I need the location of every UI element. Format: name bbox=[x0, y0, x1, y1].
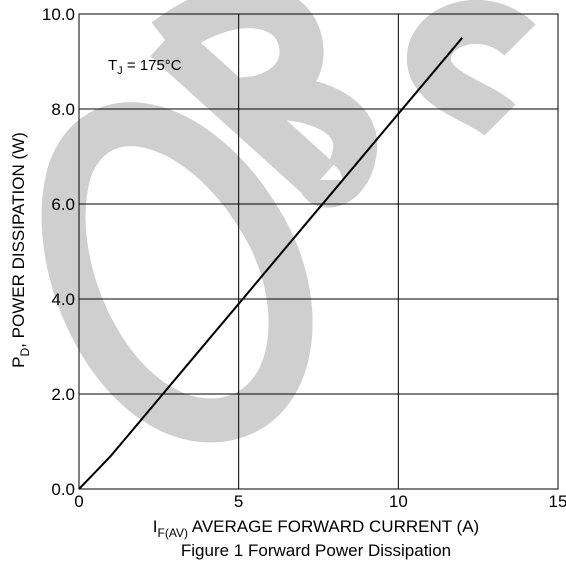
y-axis-label-main: P bbox=[9, 356, 28, 367]
x-axis-label-rest: AVERAGE FORWARD CURRENT (A) bbox=[188, 517, 479, 536]
x-tick-label-1: 5 bbox=[234, 492, 243, 511]
series-line-0 bbox=[78, 37, 463, 490]
plot-frame bbox=[78, 13, 559, 490]
y-tick-labels: 0.0 2.0 4.0 6.0 8.0 10.0 bbox=[42, 5, 75, 499]
y-tick-label-1: 2.0 bbox=[51, 385, 75, 404]
watermark-letter-o bbox=[41, 102, 313, 443]
y-tick-label-3: 6.0 bbox=[51, 195, 75, 214]
y-axis-label-rest: , POWER DISSIPATION (W) bbox=[9, 132, 28, 348]
x-tick-label-3: 15 bbox=[549, 492, 566, 511]
y-tick-label-2: 4.0 bbox=[51, 290, 75, 309]
y-tick-label-0: 0.0 bbox=[51, 480, 75, 499]
x-axis-label: IF(AV) AVERAGE FORWARD CURRENT (A) bbox=[153, 517, 479, 540]
annotation-sub: J bbox=[117, 65, 123, 77]
obsolete-watermark bbox=[41, 0, 536, 443]
y-axis-label-sub: D bbox=[18, 347, 32, 356]
x-axis-label-main: I bbox=[153, 517, 158, 536]
x-tick-label-0: 0 bbox=[74, 492, 83, 511]
annotation-main: T bbox=[108, 57, 117, 74]
figure-caption: Figure 1 Forward Power Dissipation bbox=[181, 541, 451, 560]
y-tick-label-5: 10.0 bbox=[42, 5, 75, 24]
y-axis-label: PD, POWER DISSIPATION (W) bbox=[9, 132, 32, 368]
x-tick-labels: 0 5 10 15 bbox=[74, 492, 566, 511]
x-tick-label-2: 10 bbox=[389, 492, 408, 511]
annotation-rest: = 175°C bbox=[123, 57, 182, 74]
x-axis-label-sub: F(AV) bbox=[158, 526, 188, 540]
y-tick-label-4: 8.0 bbox=[51, 100, 75, 119]
series-group bbox=[78, 37, 463, 490]
watermark-letter-b bbox=[150, 0, 378, 208]
watermark-letter-s bbox=[407, 0, 536, 137]
junction-temperature-annotation: TJ = 175°C bbox=[108, 57, 182, 77]
